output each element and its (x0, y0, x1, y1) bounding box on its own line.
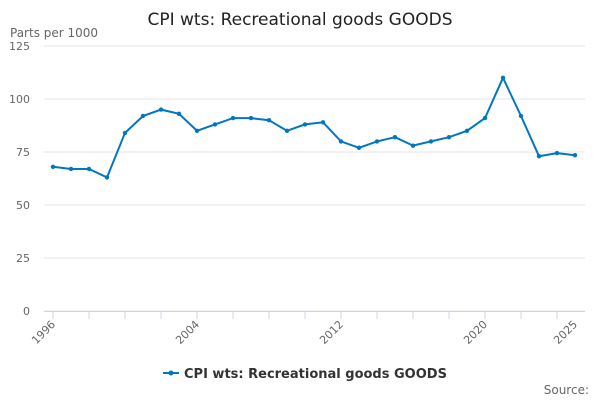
y-tick-label: 125 (9, 40, 30, 53)
data-point[interactable] (302, 122, 308, 127)
data-point[interactable] (86, 166, 92, 172)
legend[interactable]: CPI wts: Recreational goods GOODS (163, 367, 447, 382)
data-point[interactable] (356, 145, 362, 150)
x-tick-label: 2025 (551, 318, 580, 347)
y-tick-label: 25 (16, 252, 30, 265)
source-label: Source: (544, 383, 589, 397)
data-point[interactable] (410, 143, 416, 148)
data-point[interactable] (158, 107, 164, 112)
x-tick-label: 2020 (461, 318, 490, 347)
data-point[interactable] (500, 75, 506, 81)
y-tick-label: 50 (16, 199, 30, 212)
data-point[interactable] (374, 139, 380, 144)
data-point[interactable] (140, 113, 146, 119)
y-tick-label: 75 (16, 146, 30, 159)
x-tick-label: 1996 (29, 318, 58, 347)
data-point[interactable] (230, 115, 236, 121)
data-point[interactable] (212, 122, 218, 127)
data-point[interactable] (122, 130, 128, 136)
data-point[interactable] (68, 166, 74, 172)
data-point[interactable] (446, 134, 452, 140)
y-tick-label: 0 (23, 305, 30, 318)
data-point[interactable] (266, 118, 272, 123)
y-axis-label: Parts per 1000 (10, 26, 98, 40)
data-point[interactable] (392, 134, 398, 140)
legend-label: CPI wts: Recreational goods GOODS (184, 367, 447, 382)
x-tick-label: 2012 (317, 318, 346, 347)
data-point[interactable] (194, 128, 200, 133)
data-point[interactable] (338, 139, 344, 144)
y-tick-label: 100 (9, 93, 30, 106)
data-point[interactable] (248, 115, 254, 121)
legend-marker-icon (168, 370, 174, 376)
data-point[interactable] (536, 154, 542, 159)
data-point[interactable] (176, 111, 182, 117)
data-point[interactable] (518, 113, 524, 119)
data-point[interactable] (464, 128, 470, 133)
data-point[interactable] (104, 175, 110, 180)
data-point[interactable] (320, 120, 326, 125)
x-tick-label: 2004 (173, 318, 202, 347)
series-line (52, 75, 576, 179)
data-point[interactable] (482, 115, 488, 121)
data-point[interactable] (554, 150, 560, 156)
data-point[interactable] (428, 139, 434, 144)
data-point[interactable] (50, 164, 56, 170)
data-point[interactable] (572, 152, 578, 158)
data-point[interactable] (284, 128, 290, 133)
chart-title: CPI wts: Recreational goods GOODS (147, 10, 452, 30)
